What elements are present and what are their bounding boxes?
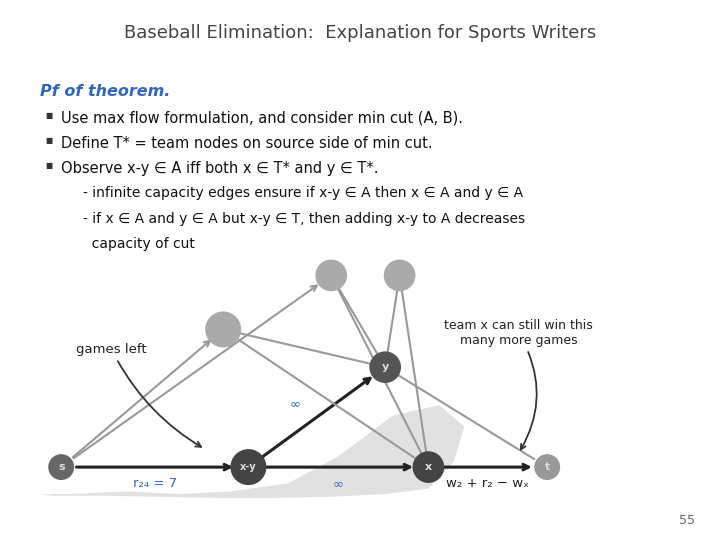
Text: Use max flow formulation, and consider min cut (A, B).: Use max flow formulation, and consider m…: [61, 111, 463, 126]
Text: Define T* = team nodes on source side of min cut.: Define T* = team nodes on source side of…: [61, 136, 433, 151]
Ellipse shape: [534, 454, 560, 480]
Text: r₂₄ = 7: r₂₄ = 7: [132, 477, 177, 490]
Text: Pf of theorem.: Pf of theorem.: [40, 84, 170, 99]
Text: ■: ■: [45, 111, 53, 120]
Text: Baseball Elimination:  Explanation for Sports Writers: Baseball Elimination: Explanation for Sp…: [124, 24, 596, 42]
Ellipse shape: [369, 352, 401, 383]
Text: 55: 55: [679, 514, 695, 526]
Ellipse shape: [384, 260, 415, 291]
Text: s: s: [58, 462, 65, 472]
Ellipse shape: [315, 260, 347, 291]
Ellipse shape: [230, 449, 266, 485]
Text: Observe x-y ∈ A iff both x ∈ T* and y ∈ T*.: Observe x-y ∈ A iff both x ∈ T* and y ∈ …: [61, 161, 379, 177]
Polygon shape: [40, 405, 464, 498]
Text: w₂ + r₂ − wₓ: w₂ + r₂ − wₓ: [446, 477, 529, 490]
Text: - if x ∈ A and y ∈ A but x-y ∈ T, then adding x-y to A decreases: - if x ∈ A and y ∈ A but x-y ∈ T, then a…: [83, 212, 525, 226]
Text: x: x: [425, 462, 432, 472]
Text: games left: games left: [76, 343, 201, 447]
Text: ■: ■: [45, 136, 53, 145]
Text: ■: ■: [45, 161, 53, 171]
Text: t: t: [544, 462, 550, 472]
Ellipse shape: [48, 454, 74, 480]
Text: ∞: ∞: [333, 477, 344, 490]
Text: - infinite capacity edges ensure if x-y ∈ A then x ∈ A and y ∈ A: - infinite capacity edges ensure if x-y …: [83, 186, 523, 200]
Ellipse shape: [413, 451, 444, 483]
Text: ∞: ∞: [289, 397, 301, 410]
Text: capacity of cut: capacity of cut: [83, 237, 194, 251]
Text: team x can still win this
many more games: team x can still win this many more game…: [444, 319, 593, 449]
Text: y: y: [382, 362, 389, 372]
Text: x-y: x-y: [240, 462, 257, 472]
Ellipse shape: [205, 312, 241, 347]
